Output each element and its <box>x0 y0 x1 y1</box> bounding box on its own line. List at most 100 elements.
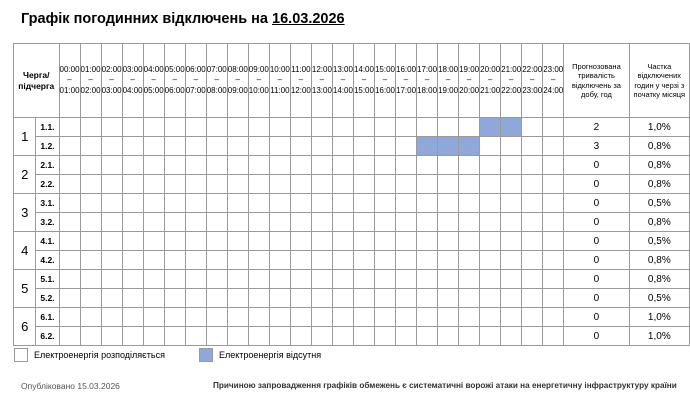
legend-off: Електроенергія відсутня <box>199 348 321 362</box>
hour-cell-power <box>289 269 312 289</box>
hour-cell-power <box>331 231 354 251</box>
hour-cell-power <box>142 212 165 232</box>
hour-cell-power <box>58 250 81 270</box>
hour-cell-power <box>394 155 418 175</box>
legend-on-label: Електроенергія розподіляється <box>34 350 165 360</box>
hour-cell-power <box>373 231 397 251</box>
hour-cell-power <box>331 326 354 346</box>
hour-cell-power <box>500 307 523 327</box>
hour-cell-power <box>184 326 207 346</box>
subqueue-label: 4.1. <box>35 231 60 251</box>
hour-cell-power <box>163 155 186 175</box>
hour-cell-power <box>184 250 207 270</box>
hour-cell-power <box>437 288 460 308</box>
hour-cell-power <box>331 307 354 327</box>
hour-cell-outage <box>437 136 460 156</box>
hour-cell-power <box>416 193 439 213</box>
hour-cell-power <box>79 250 102 270</box>
duration-column-header: Прогнозована тривалість відключень за до… <box>563 43 630 118</box>
hour-header-3: 03:00 – 04:00 <box>121 43 144 118</box>
hour-cell-power <box>458 212 481 232</box>
subqueue-label: 6.1. <box>35 307 60 327</box>
hour-cell-power <box>373 307 397 327</box>
hour-cell-power <box>247 174 270 194</box>
hour-cell-power <box>184 193 207 213</box>
hour-cell-power <box>205 288 228 308</box>
outage-duration: 0 <box>563 307 630 327</box>
hour-cell-power <box>437 269 460 289</box>
hour-cell-power <box>100 288 123 308</box>
hour-cell-power <box>416 155 439 175</box>
hour-cell-power <box>331 212 354 232</box>
hour-cell-power <box>521 174 544 194</box>
queue-column-header: Черга/ підчерга <box>13 43 60 118</box>
hour-cell-power <box>289 155 312 175</box>
hour-cell-power <box>205 307 228 327</box>
hour-cell-power <box>142 250 165 270</box>
hour-cell-power <box>458 193 481 213</box>
hour-cell-power <box>352 288 375 308</box>
hour-header-0: 00:00 – 01:00 <box>58 43 81 118</box>
outage-duration: 0 <box>563 269 630 289</box>
hour-cell-power <box>226 288 249 308</box>
hour-cell-power <box>289 174 312 194</box>
hour-cell-power <box>500 288 523 308</box>
hour-cell-power <box>352 212 375 232</box>
hour-cell-power <box>100 193 123 213</box>
hour-cell-power <box>331 193 354 213</box>
hour-cell-power <box>373 326 397 346</box>
hour-cell-power <box>205 212 228 232</box>
hour-cell-power <box>100 155 123 175</box>
hour-cell-power <box>58 155 81 175</box>
hour-cell-power <box>521 155 544 175</box>
hour-cell-power <box>184 136 207 156</box>
table-row: 3.2. 0 0,8% <box>14 212 690 232</box>
hour-cell-power <box>100 326 123 346</box>
outage-share: 1,0% <box>628 307 690 327</box>
outage-share: 0,8% <box>628 155 690 175</box>
hour-cell-power <box>394 193 418 213</box>
hour-cell-power <box>268 117 291 137</box>
subqueue-label: 1.2. <box>35 136 60 156</box>
hour-header-7: 07:00 – 08:00 <box>205 43 228 118</box>
hour-cell-power <box>373 193 397 213</box>
hour-cell-power <box>479 231 502 251</box>
outage-duration: 0 <box>563 326 630 346</box>
hour-cell-power <box>268 250 291 270</box>
hour-cell-power <box>289 288 312 308</box>
hour-cell-power <box>121 231 144 251</box>
subqueue-label: 3.2. <box>35 212 60 232</box>
hour-cell-power <box>163 231 186 251</box>
page-title: Графік погодинних відключень на 16.03.20… <box>21 11 345 27</box>
hour-cell-power <box>479 193 502 213</box>
hour-cell-power <box>205 231 228 251</box>
hour-cell-power <box>121 136 144 156</box>
hour-cell-power <box>310 307 333 327</box>
hour-cell-power <box>58 212 81 232</box>
hour-cell-power <box>79 174 102 194</box>
outage-share: 0,8% <box>628 269 690 289</box>
hour-cell-power <box>352 326 375 346</box>
hour-header-23: 23:00 – 24:00 <box>542 43 565 118</box>
subqueue-label: 1.1. <box>35 117 60 137</box>
hour-cell-power <box>373 155 397 175</box>
hour-cell-power <box>310 269 333 289</box>
hour-cell-power <box>521 117 544 137</box>
hour-cell-power <box>458 117 481 137</box>
hour-cell-power <box>479 326 502 346</box>
hour-cell-power <box>542 288 565 308</box>
hour-cell-power <box>226 193 249 213</box>
hour-cell-power <box>331 117 354 137</box>
hour-cell-power <box>163 250 186 270</box>
subqueue-label: 2.2. <box>35 174 60 194</box>
hour-cell-power <box>268 231 291 251</box>
legend-on: Електроенергія розподіляється <box>14 348 165 362</box>
hour-header-11: 11:00 – 12:00 <box>289 43 312 118</box>
hour-cell-power <box>226 307 249 327</box>
hour-cell-power <box>289 212 312 232</box>
hour-cell-power <box>79 193 102 213</box>
table-row: 4.2. 0 0,8% <box>14 250 690 270</box>
hour-cell-power <box>310 326 333 346</box>
hour-cell-power <box>458 307 481 327</box>
hour-cell-power <box>331 250 354 270</box>
